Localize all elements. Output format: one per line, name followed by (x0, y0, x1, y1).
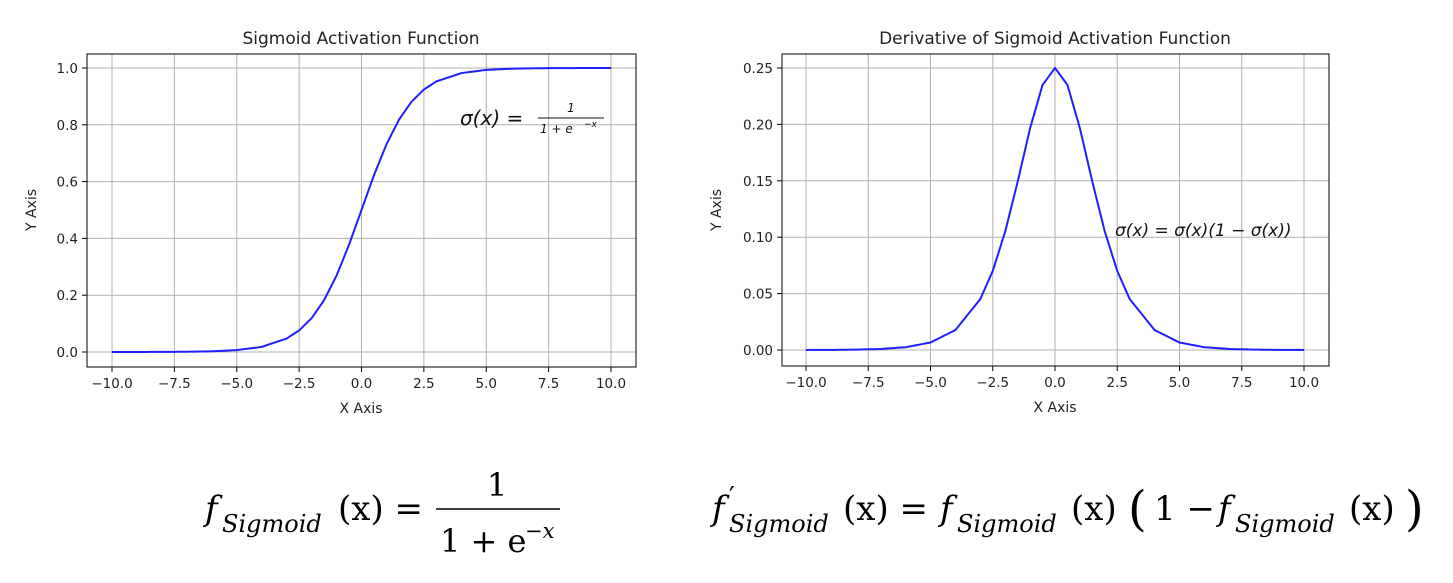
annotation-lhs: σ(x) = (460, 106, 523, 130)
formula-argument: (x) = (338, 489, 423, 529)
formula-subscript-2: Sigmoid (957, 510, 1057, 538)
formula-numerator: 1 (487, 466, 507, 504)
x-tick-label: 0.0 (351, 376, 372, 392)
formula-exponent: −x (525, 519, 555, 543)
sigmoid-derivative-chart: Derivative of Sigmoid Activation Functio… (709, 29, 1330, 416)
formula-f: f (709, 489, 730, 529)
formula-f: f (202, 489, 223, 529)
y-tick-label: 0.05 (743, 287, 773, 303)
x-tick-label: 2.5 (413, 376, 434, 392)
formula-denominator: 1 + e (440, 522, 526, 560)
x-tick-label: −7.5 (158, 376, 191, 392)
sigmoid-formula: f Sigmoid (x) = 1 1 + e −x (202, 466, 560, 560)
chart-title: Sigmoid Activation Function (242, 29, 479, 49)
formula-prime: ′ (729, 482, 735, 512)
y-tick-label: 0.6 (57, 175, 78, 191)
formula-subscript: Sigmoid (222, 510, 322, 538)
y-tick-label: 0.00 (743, 343, 773, 359)
formula-argument-3: (x) (1349, 489, 1395, 529)
formula-close-paren: ) (1405, 481, 1424, 537)
y-ticks: 0.0 0.2 0.4 0.6 0.8 1.0 (57, 61, 87, 361)
formula-subscript: Sigmoid (729, 510, 829, 538)
x-tick-label: 5.0 (476, 376, 497, 392)
sigmoid-series-line (111, 67, 612, 353)
x-tick-label: 10.0 (596, 376, 626, 392)
grid (782, 54, 1329, 366)
y-tick-label: 0.0 (57, 345, 78, 361)
y-tick-label: 0.25 (743, 61, 773, 77)
formula-f2: f (937, 489, 958, 529)
x-axis-label: X Axis (1033, 400, 1076, 416)
formula-argument-2: (x) (1071, 489, 1117, 529)
annotation-denominator: 1 + e (540, 122, 573, 136)
y-tick-label: 0.15 (743, 174, 773, 190)
formula-f3: f (1215, 489, 1236, 529)
sigmoid-derivative-formula: f ′ Sigmoid (x) = f Sigmoid (x) ( 1 − f … (709, 481, 1424, 538)
sigmoid-formula-annotation: σ(x) = 1 1 + e −x (460, 101, 604, 136)
x-tick-label: −5.0 (220, 376, 253, 392)
y-tick-label: 1.0 (57, 61, 78, 77)
annotation-exponent: −x (584, 120, 598, 130)
x-tick-label: 2.5 (1107, 375, 1128, 391)
formula-subscript-3: Sigmoid (1235, 510, 1335, 538)
x-tick-label: 7.5 (538, 376, 559, 392)
x-ticks: −10.0 −7.5 −5.0 −2.5 0.0 2.5 5.0 7.5 10.0 (91, 367, 626, 392)
y-axis-label: Y Axis (709, 189, 725, 232)
y-tick-label: 0.10 (743, 230, 773, 246)
y-tick-label: 0.2 (57, 288, 78, 304)
x-axis-label: X Axis (339, 401, 382, 417)
y-tick-label: 0.4 (57, 231, 78, 247)
chart-title: Derivative of Sigmoid Activation Functio… (879, 29, 1231, 49)
x-tick-label: −10.0 (785, 375, 826, 391)
derivative-formula-annotation: σ(x) = σ(x)(1 − σ(x)) (1115, 221, 1291, 241)
y-tick-label: 0.8 (57, 118, 78, 134)
x-tick-label: 0.0 (1044, 375, 1065, 391)
x-tick-label: −5.0 (914, 375, 947, 391)
x-tick-label: −7.5 (852, 375, 885, 391)
y-axis-label: Y Axis (24, 189, 40, 232)
y-ticks: 0.00 0.05 0.10 0.15 0.20 0.25 (743, 61, 782, 359)
x-ticks: −10.0 −7.5 −5.0 −2.5 0.0 2.5 5.0 7.5 10.0 (785, 366, 1319, 391)
x-tick-label: −2.5 (976, 375, 1009, 391)
formula-open-paren: ( (1128, 481, 1147, 537)
x-tick-label: −10.0 (91, 376, 132, 392)
x-tick-label: 10.0 (1289, 375, 1319, 391)
y-tick-label: 0.20 (743, 117, 773, 133)
annotation-numerator: 1 (567, 101, 575, 115)
x-tick-label: 5.0 (1169, 375, 1190, 391)
grid (87, 54, 636, 367)
sigmoid-chart: Sigmoid Activation Function −10.0 −7.5 −5.… (24, 29, 637, 417)
derivative-series-line (805, 66, 1305, 351)
x-tick-label: −2.5 (283, 376, 316, 392)
formula-one-minus: 1 − (1154, 489, 1215, 529)
formula-argument: (x) = (843, 489, 928, 529)
x-tick-label: 7.5 (1231, 375, 1252, 391)
